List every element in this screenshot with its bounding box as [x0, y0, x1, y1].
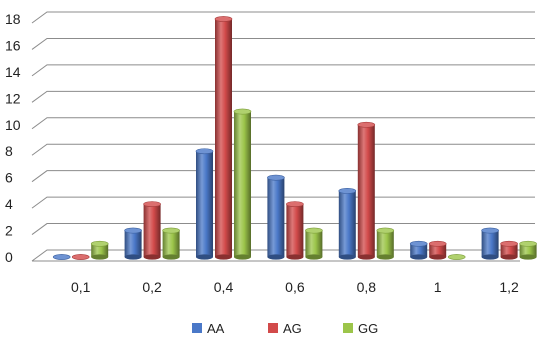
bar — [52, 254, 71, 260]
x-tick-label: 0,2 — [142, 279, 162, 295]
gridline — [31, 11, 535, 24]
y-tick-label: 0 — [5, 249, 13, 265]
legend-item: AG — [268, 321, 302, 336]
legend-swatch — [268, 323, 278, 333]
y-axis-ticks: 0 2 4 6 8 10 12 14 16 18 — [5, 11, 21, 265]
bar — [305, 227, 323, 260]
y-tick-label: 18 — [5, 11, 21, 27]
gridline — [31, 143, 535, 156]
y-tick-label: 12 — [5, 90, 21, 106]
bars — [52, 16, 537, 260]
bar — [338, 187, 357, 260]
y-tick-label: 10 — [5, 117, 21, 133]
legend-swatch — [343, 323, 353, 333]
bar — [447, 254, 466, 260]
bar — [71, 254, 90, 260]
bar — [409, 240, 428, 260]
bar — [195, 148, 214, 260]
y-tick-label: 8 — [5, 143, 13, 159]
gridline — [31, 90, 535, 103]
x-axis-ticks: 0,1 0,2 0,4 0,6 0,8 1 1,2 — [71, 279, 519, 295]
x-tick-label: 1,2 — [499, 279, 519, 295]
legend: AA AG GG — [192, 321, 378, 336]
y-tick-label: 14 — [5, 64, 21, 80]
y-tick-label: 6 — [5, 170, 13, 186]
bar — [286, 201, 304, 260]
x-tick-label: 0,4 — [214, 279, 234, 295]
bar — [214, 16, 233, 260]
x-tick-label: 0,8 — [357, 279, 377, 295]
bar — [162, 227, 180, 260]
legend-label: GG — [358, 321, 378, 336]
bar — [519, 240, 537, 260]
y-tick-label: 4 — [5, 196, 13, 212]
gridlines — [31, 11, 535, 262]
legend-item: AA — [192, 321, 225, 336]
legend-swatch — [192, 323, 202, 333]
bar — [376, 227, 395, 260]
legend-item: GG — [343, 321, 378, 336]
bar — [481, 227, 499, 260]
gridline — [31, 117, 535, 130]
bar — [357, 121, 376, 260]
bar — [428, 240, 447, 260]
bar — [233, 108, 252, 260]
bar — [500, 240, 518, 260]
gridline — [31, 37, 535, 50]
bar — [267, 174, 285, 260]
x-tick-label: 0,6 — [285, 279, 305, 295]
legend-label: AG — [283, 321, 302, 336]
x-tick-label: 1 — [434, 279, 442, 295]
legend-label: AA — [207, 321, 225, 336]
x-tick-label: 0,1 — [71, 279, 91, 295]
bar — [90, 240, 109, 260]
y-tick-label: 16 — [5, 37, 21, 53]
bar — [143, 201, 161, 260]
y-tick-label: 2 — [5, 223, 13, 239]
bar — [124, 227, 142, 260]
gridline — [31, 64, 535, 77]
